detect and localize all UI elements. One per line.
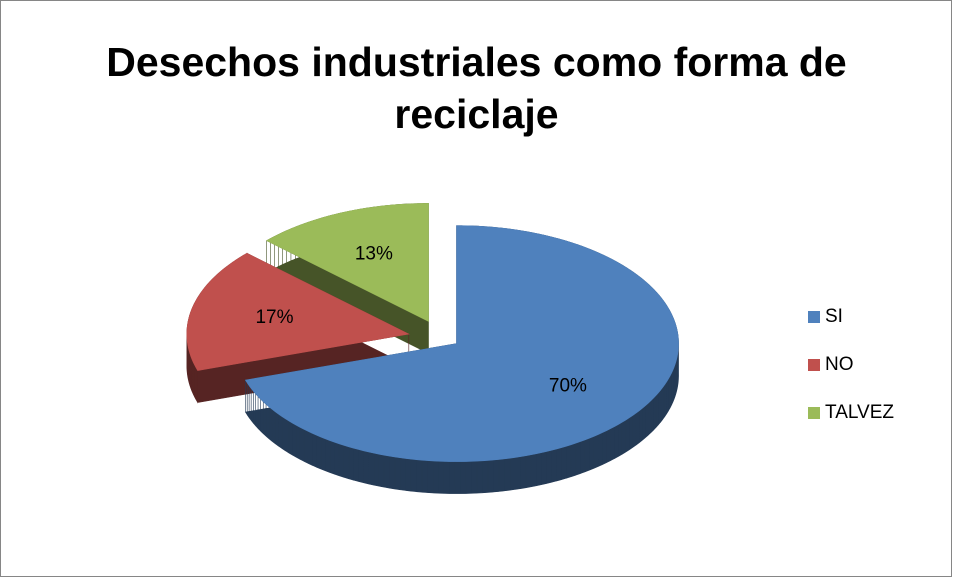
legend-label: TALVEZ bbox=[825, 402, 894, 423]
legend-label: SI bbox=[825, 306, 843, 327]
slice bbox=[244, 225, 679, 462]
data-label: 13% bbox=[355, 243, 393, 264]
legend-swatch bbox=[808, 311, 820, 323]
data-label: 70% bbox=[549, 376, 587, 397]
slice bbox=[186, 252, 410, 371]
slice bbox=[266, 203, 429, 322]
chart-title: Desechos industriales como forma de reci… bbox=[106, 39, 847, 137]
legend-label: NO bbox=[825, 354, 854, 375]
legend-swatch bbox=[808, 359, 820, 371]
data-label: 17% bbox=[255, 307, 293, 328]
legend-swatch bbox=[808, 407, 820, 419]
